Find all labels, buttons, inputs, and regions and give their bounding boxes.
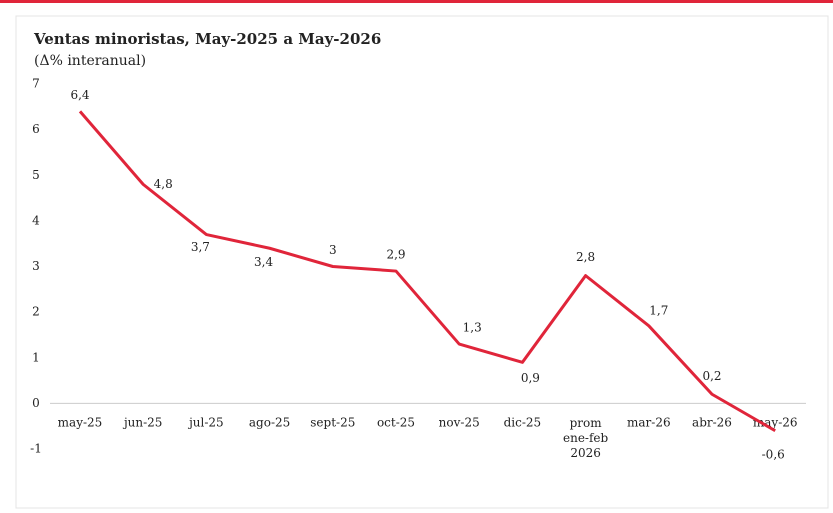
y-tick-label: 7	[32, 77, 40, 91]
y-tick-label: 4	[32, 213, 40, 227]
value-label: 3,7	[191, 240, 210, 254]
y-tick-label: 3	[32, 259, 40, 273]
x-tick-label: oct-25	[377, 416, 415, 430]
value-label: 0,2	[702, 369, 721, 383]
x-tick-label: dic-25	[504, 416, 542, 430]
value-label: 2,8	[576, 250, 595, 264]
x-tick-label: prom ene-feb 2026	[563, 416, 609, 460]
x-tick-label: abr-26	[692, 416, 732, 430]
top-border	[0, 0, 833, 3]
frame	[15, 15, 829, 509]
x-tick-label: ago-25	[249, 416, 290, 430]
value-label: 3	[329, 243, 337, 257]
value-label: 6,4	[70, 88, 89, 102]
x-tick-label: mar-26	[627, 416, 671, 430]
line	[78, 110, 776, 433]
value-label: 0,9	[521, 371, 540, 385]
value-label: 1,7	[649, 303, 668, 317]
y-tick-label: 2	[32, 305, 40, 319]
y-tick-label: 1	[32, 350, 40, 364]
value-label: -0,6	[762, 447, 785, 461]
x-tick-label: nov-25	[439, 416, 480, 430]
x-tick-label: jun-25	[122, 416, 163, 430]
chart-title: Ventas minoristas, May-2025 a May-2026	[33, 30, 381, 48]
chart-subtitle: (Δ% interanual)	[34, 53, 146, 69]
y-tick-label: 0	[32, 396, 40, 410]
value-label: 2,9	[386, 248, 405, 262]
x-tick-label: may-25	[58, 416, 103, 430]
value-label: 3,4	[254, 255, 273, 269]
value-label: 1,3	[463, 321, 482, 335]
x-tick-label: jul-25	[187, 416, 224, 430]
y-tick-label: 6	[32, 122, 40, 136]
value-label: 4,8	[154, 177, 173, 191]
y-tick-label: -1	[30, 442, 42, 456]
y-tick-label: 5	[32, 168, 40, 182]
x-tick-label: sept-25	[310, 416, 355, 430]
